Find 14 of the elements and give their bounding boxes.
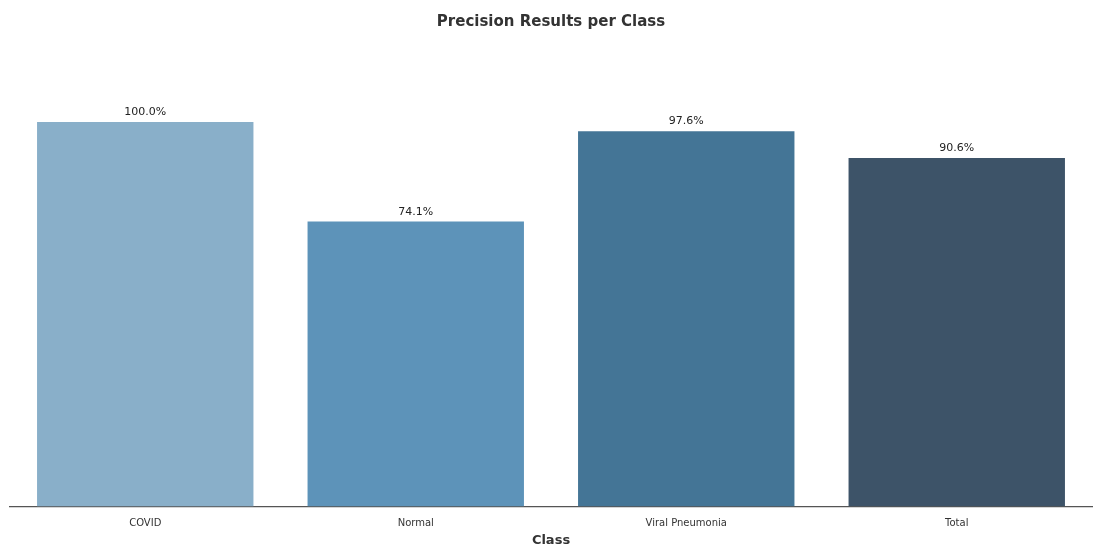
bar (848, 158, 1065, 507)
x-tick-label: Total (944, 516, 969, 528)
x-tick-label: Viral Pneumonia (645, 516, 727, 528)
bar (307, 221, 524, 507)
data-label: 74.1% (398, 204, 434, 218)
bar (37, 121, 254, 507)
x-tick-label: COVID (129, 516, 162, 528)
x-axis-title: Class (531, 531, 571, 547)
bar (578, 131, 795, 507)
data-label: 100.0% (124, 105, 167, 119)
data-label: 97.6% (668, 114, 704, 128)
data-label: 90.6% (939, 141, 975, 155)
x-tick-label: Normal (397, 516, 434, 528)
chart-title: Precision Results per Class (436, 11, 666, 30)
